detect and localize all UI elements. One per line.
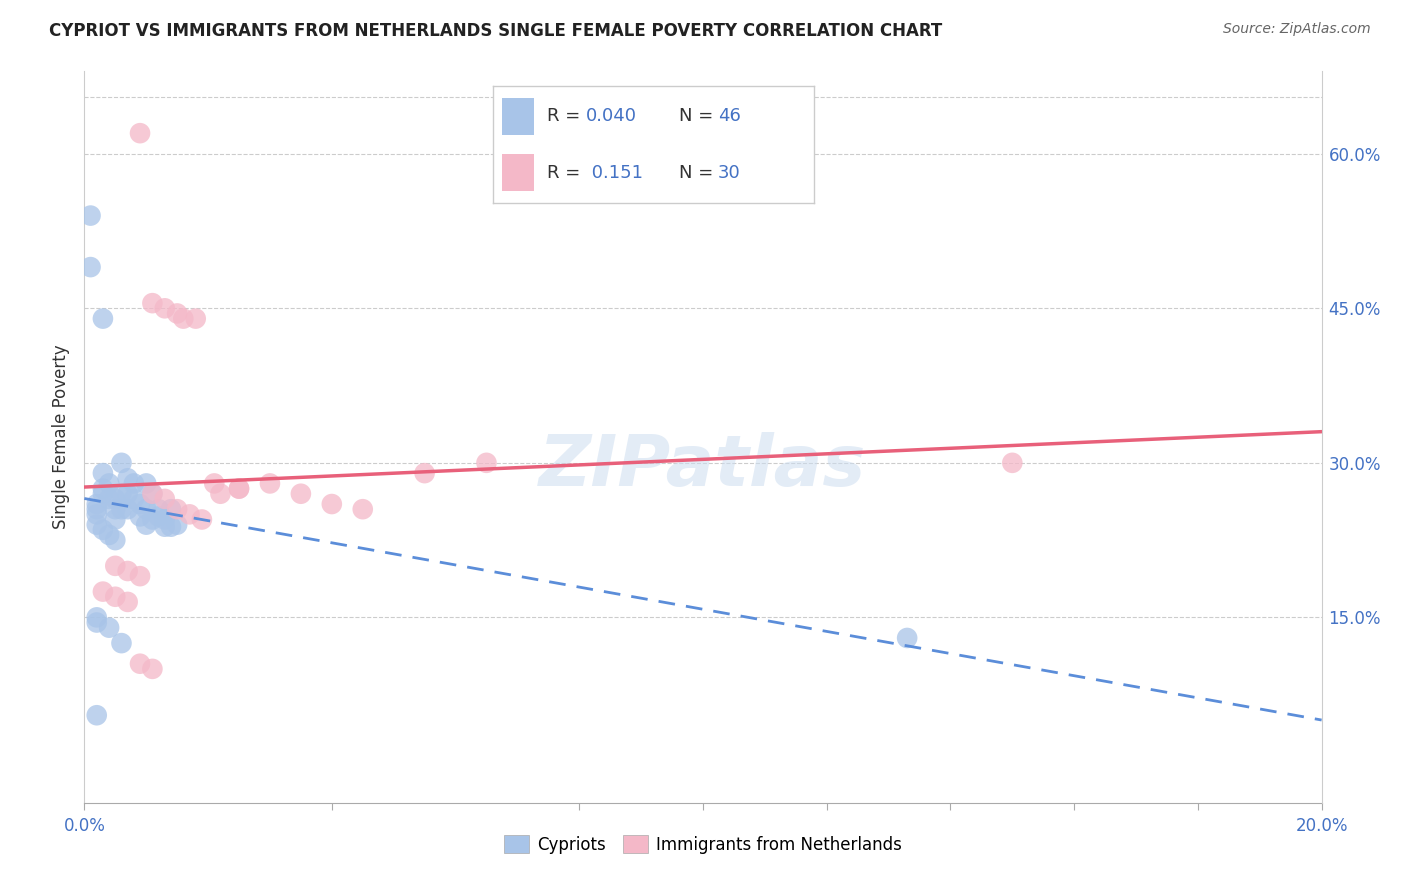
Point (104, 533, 127, 547)
Point (110, 487, 132, 501)
Point (179, 508, 201, 522)
Point (91, 584, 114, 599)
Point (475, 456, 498, 470)
Point (166, 502, 188, 516)
Text: CYPRIOT VS IMMIGRANTS FROM NETHERLANDS SINGLE FEMALE POVERTY CORRELATION CHART: CYPRIOT VS IMMIGRANTS FROM NETHERLANDS S… (49, 22, 942, 40)
Point (166, 306, 188, 320)
Point (135, 476, 157, 491)
Point (91, 487, 114, 501)
Point (153, 519, 176, 533)
Point (110, 636, 132, 650)
Point (172, 311, 194, 326)
Point (259, 476, 281, 491)
Point (117, 502, 139, 516)
Point (153, 491, 176, 506)
Y-axis label: Single Female Poverty: Single Female Poverty (52, 345, 70, 529)
Point (184, 311, 207, 326)
Point (104, 491, 127, 506)
Point (129, 569, 152, 583)
Point (321, 497, 343, 511)
Point (352, 502, 374, 516)
Point (104, 590, 127, 604)
Point (202, 476, 225, 491)
Point (86, 502, 108, 516)
Point (129, 657, 152, 671)
Point (191, 512, 214, 526)
Point (91, 466, 114, 480)
Point (896, 631, 918, 645)
Point (86, 508, 108, 522)
Point (86, 615, 108, 630)
Point (129, 509, 152, 524)
Point (209, 487, 232, 501)
Point (98, 621, 121, 635)
Point (98, 491, 121, 506)
Point (86, 708, 108, 723)
Point (104, 558, 127, 573)
Point (79, 209, 101, 223)
Point (135, 502, 157, 516)
Point (290, 487, 312, 501)
Text: ZIPatlas: ZIPatlas (540, 432, 866, 500)
Point (413, 466, 436, 480)
Point (135, 517, 157, 532)
Point (91, 311, 114, 326)
Point (117, 487, 139, 501)
Point (228, 482, 250, 496)
Point (122, 491, 145, 506)
Point (91, 482, 114, 496)
Point (117, 564, 139, 578)
Point (117, 471, 139, 485)
Point (110, 456, 132, 470)
Point (117, 595, 139, 609)
Point (141, 512, 163, 526)
Point (228, 482, 250, 496)
Point (160, 519, 183, 533)
Point (86, 610, 108, 624)
Point (160, 502, 183, 516)
Point (86, 497, 108, 511)
Point (141, 662, 163, 676)
Point (166, 517, 188, 532)
Point (110, 502, 132, 516)
Point (153, 301, 176, 316)
Point (122, 476, 145, 491)
Point (141, 487, 163, 501)
Point (148, 502, 170, 516)
Point (86, 517, 108, 532)
Text: Source: ZipAtlas.com: Source: ZipAtlas.com (1223, 22, 1371, 37)
Point (141, 487, 163, 501)
Point (129, 126, 152, 140)
Point (91, 523, 114, 537)
Point (148, 509, 170, 524)
Point (153, 512, 176, 526)
Point (129, 497, 152, 511)
Legend: Cypriots, Immigrants from Netherlands: Cypriots, Immigrants from Netherlands (498, 829, 908, 860)
Point (104, 502, 127, 516)
Point (79, 260, 101, 274)
Point (141, 296, 163, 310)
Point (1001, 456, 1024, 470)
Point (98, 476, 121, 491)
Point (98, 528, 121, 542)
Point (104, 512, 127, 526)
